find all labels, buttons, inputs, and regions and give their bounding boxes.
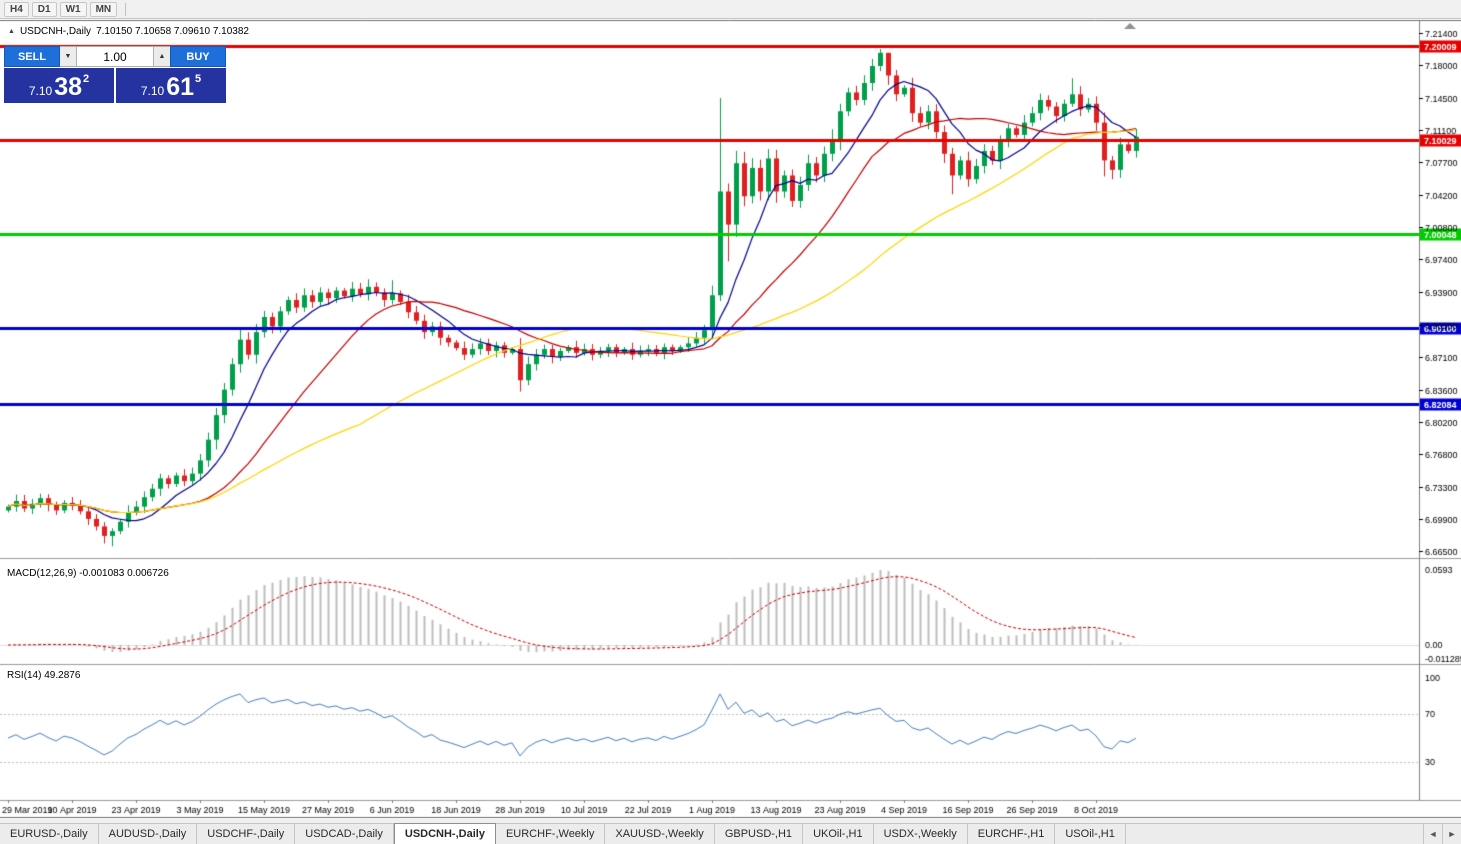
volume-input[interactable]: 1.00: [76, 46, 154, 67]
one-click-toggle-icon[interactable]: ▲: [8, 28, 15, 35]
tab-eurchf-h1[interactable]: EURCHF-,H1: [968, 824, 1056, 844]
top-toolbar: H4 D1 W1 MN: [0, 0, 1461, 19]
buy-button[interactable]: BUY: [170, 46, 226, 67]
tab-usdx-weekly[interactable]: USDX-,Weekly: [874, 824, 968, 844]
chart-ohlc-values: 7.10150 7.10658 7.09610 7.10382: [96, 26, 249, 37]
tab-xauusd-weekly[interactable]: XAUUSD-,Weekly: [605, 824, 715, 844]
bid-price-big-digits: 38: [54, 73, 83, 101]
macd-indicator-label: MACD(12,26,9) -0.001083 0.006726: [7, 568, 169, 579]
bid-price-button[interactable]: 7.10 38 2: [4, 68, 114, 103]
bid-price-prefix: 7.10: [28, 84, 53, 98]
one-click-trade-panel: SELL ▼ 1.00 ▲ BUY 7.10 38 2 7.10 61 5: [4, 46, 226, 103]
timeframe-w1-button[interactable]: W1: [59, 1, 87, 17]
tab-eurusd-daily[interactable]: EURUSD-,Daily: [0, 824, 99, 844]
sell-button[interactable]: SELL: [4, 46, 60, 67]
tab-usdcnh-daily[interactable]: USDCNH-,Daily: [393, 823, 496, 844]
toolbar-separator: [125, 2, 127, 16]
chart-title: ▲ USDCNH-,Daily 7.10150 7.10658 7.09610 …: [8, 26, 249, 37]
tab-gbpusd-h1[interactable]: GBPUSD-,H1: [715, 824, 804, 844]
chart-area: ▲ USDCNH-,Daily 7.10150 7.10658 7.09610 …: [0, 20, 1461, 818]
tab-scroll-controls: ◄ ►: [1423, 824, 1461, 844]
chart-tab-bar: EURUSD-,Daily AUDUSD-,Daily USDCHF-,Dail…: [0, 823, 1461, 844]
tab-eurchf-weekly[interactable]: EURCHF-,Weekly: [496, 824, 606, 844]
ask-price-pip-digit: 5: [195, 73, 202, 85]
tab-scroll-left-button[interactable]: ◄: [1423, 824, 1442, 844]
chart-canvas[interactable]: [0, 20, 1461, 818]
ask-price-big-digits: 61: [166, 73, 195, 101]
timeframe-h4-button[interactable]: H4: [4, 1, 29, 17]
ask-price-prefix: 7.10: [140, 84, 165, 98]
volume-increase-button[interactable]: ▲: [154, 46, 170, 67]
tab-scroll-right-button[interactable]: ►: [1442, 824, 1461, 844]
tab-usoil-h1[interactable]: USOil-,H1: [1055, 824, 1126, 844]
tab-audusd-daily[interactable]: AUDUSD-,Daily: [99, 824, 198, 844]
tab-ukoil-h1[interactable]: UKOil-,H1: [803, 824, 874, 844]
timeframe-mn-button[interactable]: MN: [89, 1, 118, 17]
tab-usdchf-daily[interactable]: USDCHF-,Daily: [197, 824, 296, 844]
ask-price-button[interactable]: 7.10 61 5: [116, 68, 226, 103]
volume-decrease-button[interactable]: ▼: [60, 46, 76, 67]
trade-panel-quotes: 7.10 38 2 7.10 61 5: [4, 68, 226, 103]
trade-panel-controls: SELL ▼ 1.00 ▲ BUY: [4, 46, 226, 67]
timeframe-d1-button[interactable]: D1: [31, 1, 57, 17]
chart-symbol-label: USDCNH-,Daily: [19, 26, 92, 37]
bid-price-pip-digit: 2: [83, 73, 90, 85]
tab-usdcad-daily[interactable]: USDCAD-,Daily: [295, 824, 394, 844]
rsi-indicator-label: RSI(14) 49.2876: [7, 670, 81, 681]
